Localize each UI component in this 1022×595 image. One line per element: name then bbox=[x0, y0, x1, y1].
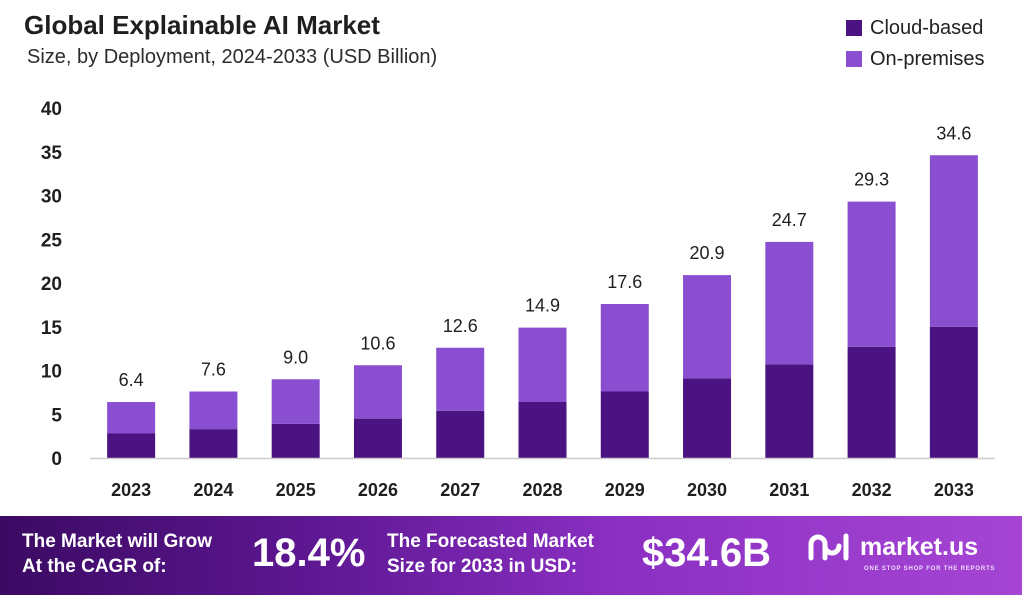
chart-title: Global Explainable AI Market bbox=[24, 10, 380, 40]
forecast-line-2: Size for 2033 in USD: bbox=[387, 556, 578, 577]
x-tick-label: 2028 bbox=[522, 480, 562, 500]
chart-subtitle: Size, by Deployment, 2024-2033 (USD Bill… bbox=[27, 46, 438, 68]
x-tick-label: 2027 bbox=[440, 480, 480, 500]
brand-logo: market.us bbox=[808, 532, 978, 562]
bar-segment-onprem bbox=[765, 241, 814, 365]
bar-segment-onprem bbox=[847, 201, 896, 347]
bar-segment-onprem bbox=[436, 347, 485, 411]
bar-segment-onprem bbox=[600, 304, 649, 392]
bar-segment-cloud bbox=[189, 429, 238, 458]
legend-swatch-cloud bbox=[846, 20, 862, 36]
legend-item-cloud: Cloud-based bbox=[846, 14, 984, 42]
cagr-line-2: At the CAGR of: bbox=[22, 556, 167, 577]
y-tick-label: 15 bbox=[41, 318, 63, 339]
legend-swatch-onprem bbox=[846, 51, 862, 67]
cagr-value: 18.4% bbox=[252, 531, 366, 575]
y-tick-label: 5 bbox=[51, 405, 62, 426]
x-tick-label: 2025 bbox=[276, 480, 316, 500]
forecast-value: $34.6B bbox=[642, 531, 771, 575]
bar-segment-onprem bbox=[107, 402, 156, 434]
y-tick-label: 30 bbox=[41, 187, 62, 208]
bar-segment-onprem bbox=[189, 391, 238, 430]
y-tick-label: 0 bbox=[51, 449, 62, 470]
bar-total-label: 9.0 bbox=[283, 347, 308, 367]
bar-total-label: 29.3 bbox=[854, 170, 889, 190]
bar-segment-onprem bbox=[683, 275, 732, 379]
bar-segment-cloud bbox=[518, 402, 567, 458]
bar-total-label: 7.6 bbox=[201, 360, 226, 380]
bar-total-label: 12.6 bbox=[443, 316, 478, 336]
forecast-line-1: The Forecasted Market bbox=[387, 531, 594, 552]
x-tick-label: 2023 bbox=[111, 480, 151, 500]
bar-segment-onprem bbox=[929, 155, 978, 327]
brand-tagline: ONE STOP SHOP FOR THE REPORTS bbox=[864, 566, 996, 572]
legend-label-cloud: Cloud-based bbox=[870, 16, 984, 39]
bar-total-label: 14.9 bbox=[525, 296, 560, 316]
bar-segment-cloud bbox=[271, 423, 320, 458]
legend: Cloud-based On-premises bbox=[846, 14, 984, 76]
bar-segment-cloud bbox=[765, 364, 814, 458]
legend-item-onprem: On-premises bbox=[846, 45, 984, 73]
bar-total-label: 10.6 bbox=[360, 333, 395, 353]
bar-segment-cloud bbox=[436, 410, 485, 458]
bar-total-label: 20.9 bbox=[690, 243, 725, 263]
x-tick-label: 2024 bbox=[193, 480, 233, 500]
bar-total-label: 17.6 bbox=[607, 272, 642, 292]
cagr-line-1: The Market will Grow bbox=[22, 531, 213, 552]
x-tick-label: 2031 bbox=[769, 480, 809, 500]
x-tick-label: 2029 bbox=[605, 480, 645, 500]
y-tick-label: 25 bbox=[41, 230, 63, 251]
bar-segment-onprem bbox=[353, 365, 402, 419]
forecast-text: The Forecasted Market Size for 2033 in U… bbox=[387, 529, 594, 579]
cagr-text: The Market will Grow At the CAGR of: bbox=[22, 529, 212, 579]
y-tick-label: 20 bbox=[41, 274, 62, 295]
y-tick-label: 10 bbox=[41, 362, 62, 383]
market-us-logo-icon bbox=[808, 533, 849, 561]
footer-banner: The Market will Grow At the CAGR of: 18.… bbox=[0, 516, 1022, 595]
legend-label-onprem: On-premises bbox=[870, 47, 985, 70]
bar-segment-cloud bbox=[353, 418, 402, 458]
bar-segment-onprem bbox=[271, 379, 320, 424]
stacked-bar-chart: 05101520253035406.420237.620249.0202510.… bbox=[41, 99, 995, 500]
x-tick-label: 2026 bbox=[358, 480, 398, 500]
bar-segment-cloud bbox=[107, 433, 156, 458]
bar-total-label: 6.4 bbox=[119, 370, 144, 390]
bar-total-label: 34.6 bbox=[936, 123, 971, 143]
bar-segment-cloud bbox=[847, 346, 896, 458]
y-tick-label: 35 bbox=[41, 143, 63, 164]
y-tick-label: 40 bbox=[41, 99, 62, 120]
bar-segment-cloud bbox=[683, 378, 732, 458]
bar-total-label: 24.7 bbox=[772, 210, 807, 230]
bar-segment-cloud bbox=[929, 326, 978, 458]
x-tick-label: 2030 bbox=[687, 480, 727, 500]
brand-name: market.us bbox=[860, 532, 979, 561]
x-tick-label: 2032 bbox=[852, 480, 892, 500]
bar-segment-cloud bbox=[600, 391, 649, 458]
x-tick-label: 2033 bbox=[934, 480, 974, 500]
bar-segment-onprem bbox=[518, 327, 567, 402]
